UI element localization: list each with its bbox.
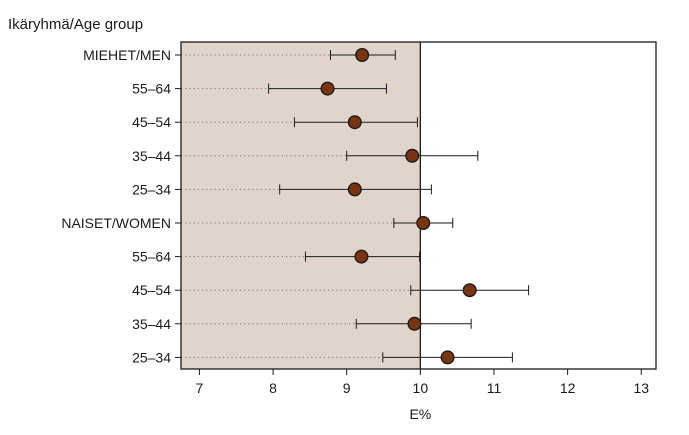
point-marker [462, 283, 477, 298]
x-tick-label: 9 [343, 380, 351, 396]
point-marker [440, 350, 455, 365]
x-tick-label: 7 [196, 380, 204, 396]
x-tick-label: 10 [413, 380, 429, 396]
category-label: 25–34 [132, 181, 171, 197]
point-marker [405, 148, 420, 163]
category-label: 25–34 [132, 349, 171, 365]
point-marker [416, 215, 431, 230]
point-marker [320, 81, 335, 96]
category-label: 35–44 [132, 316, 171, 332]
point-marker [407, 316, 422, 331]
category-label: 45–54 [132, 282, 171, 298]
reference-band [181, 42, 421, 369]
point-markers [320, 48, 477, 365]
x-tick-label: 13 [633, 380, 649, 396]
dotted-guides [181, 42, 421, 369]
y-axis-labels: MIEHET/MEN 55–64 45–54 35–44 25–34 NAISET/WOM… [61, 47, 171, 365]
category-label: NAISET/WOMEN [61, 215, 171, 231]
plot-frame [180, 41, 657, 370]
category-label: 55–64 [132, 81, 171, 97]
category-label: 55–64 [132, 249, 171, 265]
point-marker [354, 249, 369, 264]
category-label: 45–54 [132, 114, 171, 130]
y-axis-title: Ikäryhmä/Age group [8, 16, 143, 33]
point-marker [347, 115, 362, 130]
category-label: 35–44 [132, 148, 171, 164]
point-marker [347, 182, 362, 197]
point-marker [355, 48, 370, 63]
x-tick-label: 8 [269, 380, 277, 396]
x-tick-label: 12 [560, 380, 576, 396]
x-tick-label: 11 [487, 380, 502, 396]
x-axis-ticks [198, 369, 642, 375]
x-axis-tick-labels: 7 8 9 10 11 12 13 [196, 380, 650, 396]
y-axis-ticks [175, 54, 181, 358]
x-axis-title: E% [409, 406, 431, 422]
category-label: MIEHET/MEN [83, 47, 171, 63]
